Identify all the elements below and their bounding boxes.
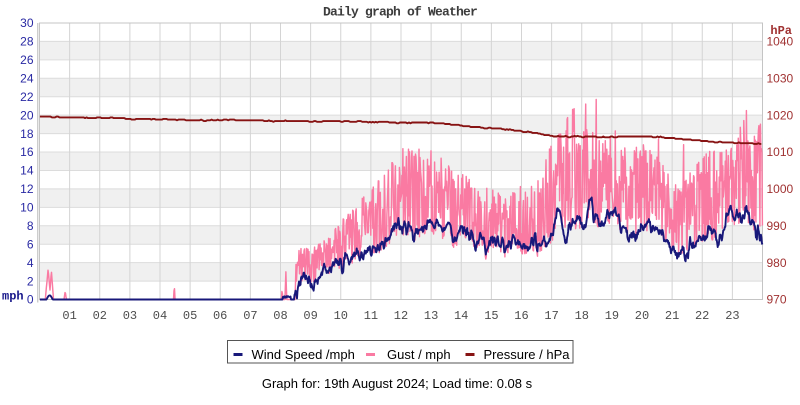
svg-text:14: 14 [454,309,468,323]
svg-text:Daily graph of Weather: Daily graph of Weather [323,5,477,20]
svg-text:08: 08 [273,309,287,323]
svg-text:980: 980 [767,256,787,270]
svg-text:20: 20 [20,108,34,122]
svg-text:12: 12 [394,309,408,323]
svg-text:28: 28 [20,35,34,49]
svg-text:1040: 1040 [767,35,794,49]
svg-text:mph: mph [2,290,24,304]
svg-text:19: 19 [605,309,619,323]
svg-text:02: 02 [93,309,107,323]
svg-text:Pressure / hPa: Pressure / hPa [484,347,571,362]
svg-text:21: 21 [665,309,679,323]
svg-text:03: 03 [123,309,137,323]
svg-text:17: 17 [544,309,558,323]
svg-text:6: 6 [27,237,34,251]
svg-text:18: 18 [575,309,589,323]
svg-text:1020: 1020 [767,108,794,122]
svg-text:11: 11 [364,309,378,323]
svg-text:14: 14 [20,164,34,178]
svg-text:Graph for: 19th August 2024; L: Graph for: 19th August 2024; Load time: … [262,376,533,391]
svg-text:07: 07 [243,309,257,323]
svg-text:990: 990 [767,219,787,233]
svg-text:12: 12 [20,182,34,196]
svg-text:30: 30 [20,16,34,30]
svg-text:1010: 1010 [767,145,794,159]
svg-text:22: 22 [695,309,709,323]
svg-text:1030: 1030 [767,72,794,86]
svg-text:23: 23 [725,309,739,323]
svg-text:18: 18 [20,127,34,141]
svg-text:Gust / mph: Gust / mph [387,347,451,362]
svg-text:2: 2 [27,274,34,288]
svg-text:970: 970 [767,293,787,307]
svg-text:4: 4 [27,256,34,270]
svg-text:01: 01 [62,309,76,323]
svg-text:13: 13 [424,309,438,323]
svg-text:22: 22 [20,90,34,104]
svg-text:15: 15 [484,309,498,323]
svg-text:05: 05 [183,309,197,323]
svg-text:16: 16 [514,309,528,323]
svg-text:09: 09 [303,309,317,323]
svg-text:hPa: hPa [770,24,792,38]
svg-text:0: 0 [27,293,34,307]
svg-text:06: 06 [213,309,227,323]
svg-text:04: 04 [153,309,167,323]
svg-text:20: 20 [635,309,649,323]
svg-text:Wind Speed /mph: Wind Speed /mph [252,347,355,362]
svg-text:10: 10 [20,201,34,215]
svg-text:16: 16 [20,145,34,159]
svg-text:26: 26 [20,53,34,67]
svg-text:24: 24 [20,72,34,86]
svg-text:1000: 1000 [767,182,794,196]
svg-text:10: 10 [334,309,348,323]
svg-text:8: 8 [27,219,34,233]
